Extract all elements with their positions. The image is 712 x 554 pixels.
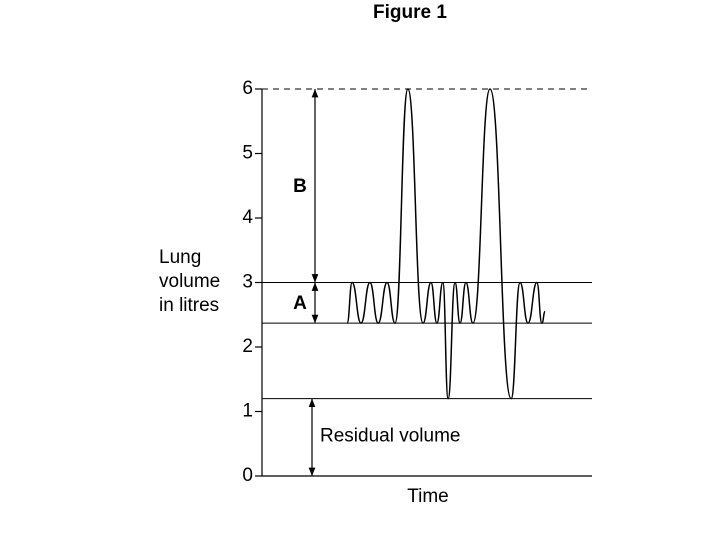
- y-tick-label: 1: [242, 401, 253, 422]
- y-tick-label: 0: [242, 465, 253, 486]
- chart-title: Figure 1: [373, 2, 447, 23]
- x-axis-label: Time: [407, 486, 449, 507]
- y-axis-label: in litres: [159, 295, 219, 316]
- annotation-label: Residual volume: [320, 425, 460, 446]
- volume-trace: [346, 88, 546, 400]
- annotation-label: A: [293, 293, 307, 314]
- annotation-label: B: [293, 176, 307, 197]
- y-tick-label: 3: [242, 272, 253, 293]
- y-tick-label: 4: [242, 207, 253, 228]
- y-tick-label: 6: [242, 78, 253, 99]
- y-axis-label: volume: [159, 271, 220, 292]
- y-axis-label: Lung: [159, 247, 201, 268]
- y-tick-label: 2: [242, 336, 253, 357]
- y-tick-label: 5: [242, 143, 253, 164]
